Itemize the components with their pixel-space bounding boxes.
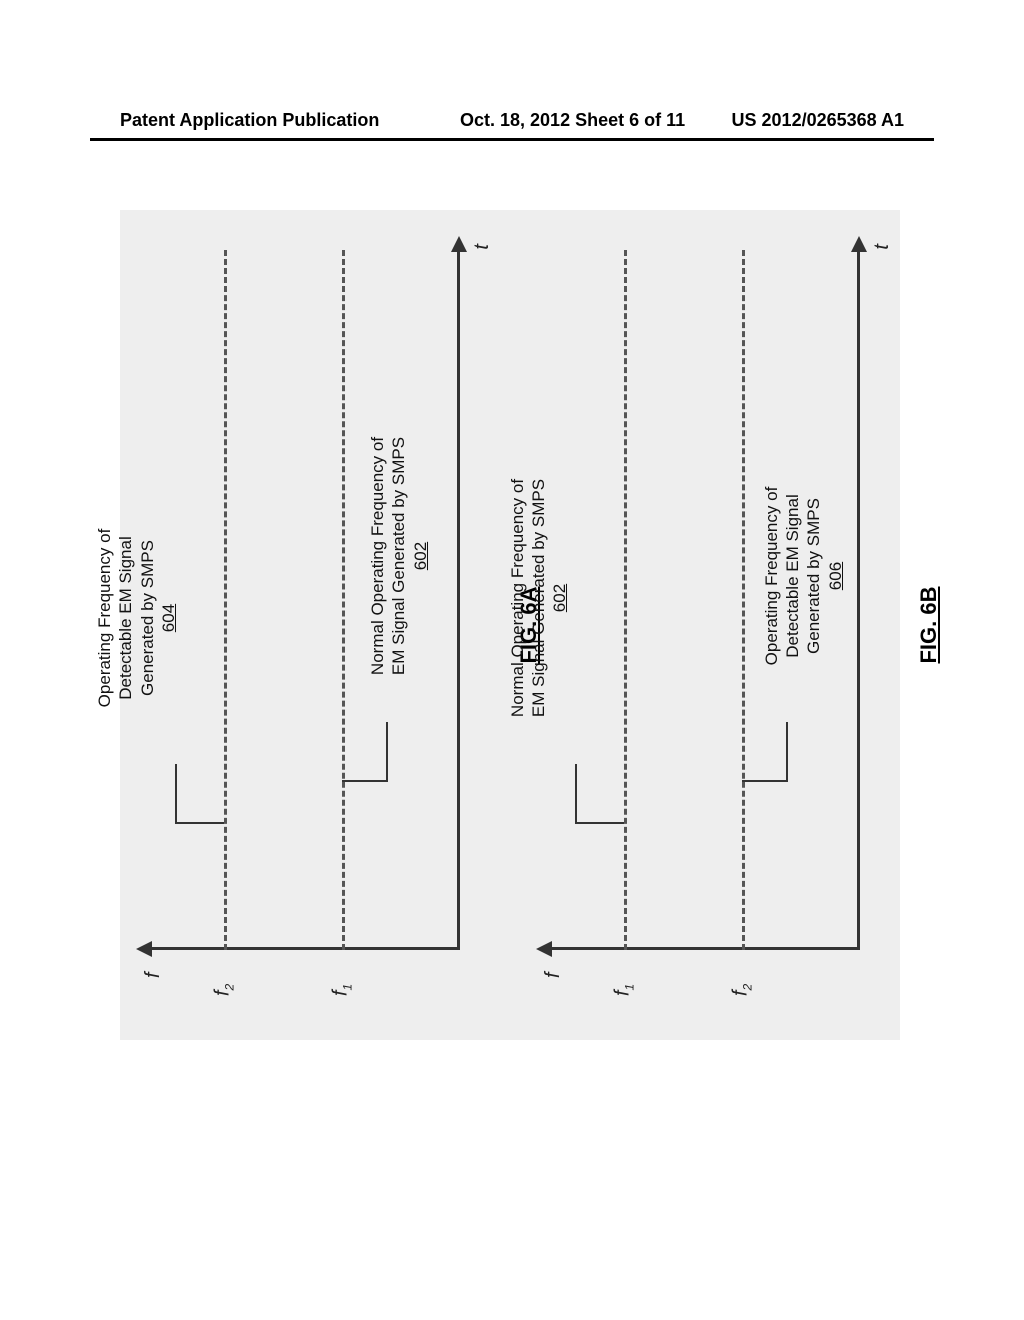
fig-6b-label: FIG. 6B	[916, 586, 942, 663]
fig-6a-axes: f t f2 Operating Frequency ofDetectable …	[150, 250, 460, 950]
header-center: Oct. 18, 2012 Sheet 6 of 11	[460, 110, 685, 131]
leader	[575, 822, 625, 824]
y-axis	[150, 947, 460, 950]
y-axis-label: f	[542, 972, 565, 978]
callout-ref: 602	[550, 584, 569, 612]
fig-6b-callout-lower: Operating Frequency ofDetectable EM Sign…	[761, 426, 846, 726]
y-axis	[550, 947, 860, 950]
fig-6b-tick-upper: f1	[612, 984, 637, 996]
fig-6b: f t f1 Normal Operating Frequency ofEM S…	[520, 210, 900, 1040]
x-axis-arrow-icon	[451, 236, 467, 252]
callout-ref: 602	[411, 542, 430, 570]
fig-6a-line-upper	[224, 250, 227, 950]
fig-6b-callout-upper: Normal Operating Frequency ofEM Signal G…	[507, 428, 571, 768]
fig-6b-axes: f t f1 Normal Operating Frequency ofEM S…	[550, 250, 860, 950]
page: Patent Application Publication Oct. 18, …	[0, 0, 1024, 1320]
x-axis	[857, 250, 860, 950]
x-axis	[457, 250, 460, 950]
tick-letter: f	[612, 990, 634, 996]
fig-6b-line-lower	[742, 250, 745, 950]
tick-sub: 1	[341, 984, 355, 991]
tick-letter: f	[330, 990, 352, 996]
callout-ref: 604	[159, 604, 178, 632]
x-axis-label: t	[471, 244, 494, 250]
leader-bend	[386, 722, 388, 782]
fig-6a-callout-upper: Operating Frequency ofDetectable EM Sign…	[94, 468, 179, 768]
callout-ref: 606	[826, 562, 845, 590]
callout-text: Operating Frequency ofDetectable EM Sign…	[95, 529, 157, 708]
page-header: Patent Application Publication Oct. 18, …	[0, 100, 1024, 140]
y-axis-arrow-icon	[536, 941, 552, 957]
leader	[742, 780, 785, 782]
fig-6a-callout-lower: Normal Operating Frequency ofEM Signal G…	[367, 386, 431, 726]
rotated-canvas: f t f2 Operating Frequency ofDetectable …	[120, 210, 900, 1040]
tick-sub: 2	[741, 984, 755, 991]
drawing-area: f t f2 Operating Frequency ofDetectable …	[120, 210, 900, 1040]
fig-6b-line-upper	[624, 250, 627, 950]
leader	[175, 822, 225, 824]
header-rule	[90, 138, 934, 141]
fig-6b-tick-lower: f2	[730, 984, 755, 996]
callout-text: Operating Frequency ofDetectable EM Sign…	[762, 487, 824, 666]
fig-6a-tick-upper: f2	[212, 984, 237, 996]
callout-text: Normal Operating Frequency ofEM Signal G…	[368, 437, 408, 675]
tick-letter: f	[212, 990, 234, 996]
fig-6a-tick-lower: f1	[330, 984, 355, 996]
x-axis-label: t	[871, 244, 894, 250]
tick-letter: f	[730, 990, 752, 996]
leader-bend	[786, 722, 788, 782]
header-right: US 2012/0265368 A1	[732, 110, 904, 131]
leader	[342, 780, 385, 782]
y-axis-label: f	[142, 972, 165, 978]
header-left: Patent Application Publication	[120, 110, 379, 131]
x-axis-arrow-icon	[851, 236, 867, 252]
fig-6a: f t f2 Operating Frequency ofDetectable …	[120, 210, 500, 1040]
tick-sub: 1	[623, 984, 637, 991]
tick-sub: 2	[223, 984, 237, 991]
y-axis-arrow-icon	[136, 941, 152, 957]
leader-bend	[575, 764, 577, 824]
fig-6a-line-lower	[342, 250, 345, 950]
callout-text: Normal Operating Frequency ofEM Signal G…	[508, 479, 548, 717]
leader-bend	[175, 764, 177, 824]
